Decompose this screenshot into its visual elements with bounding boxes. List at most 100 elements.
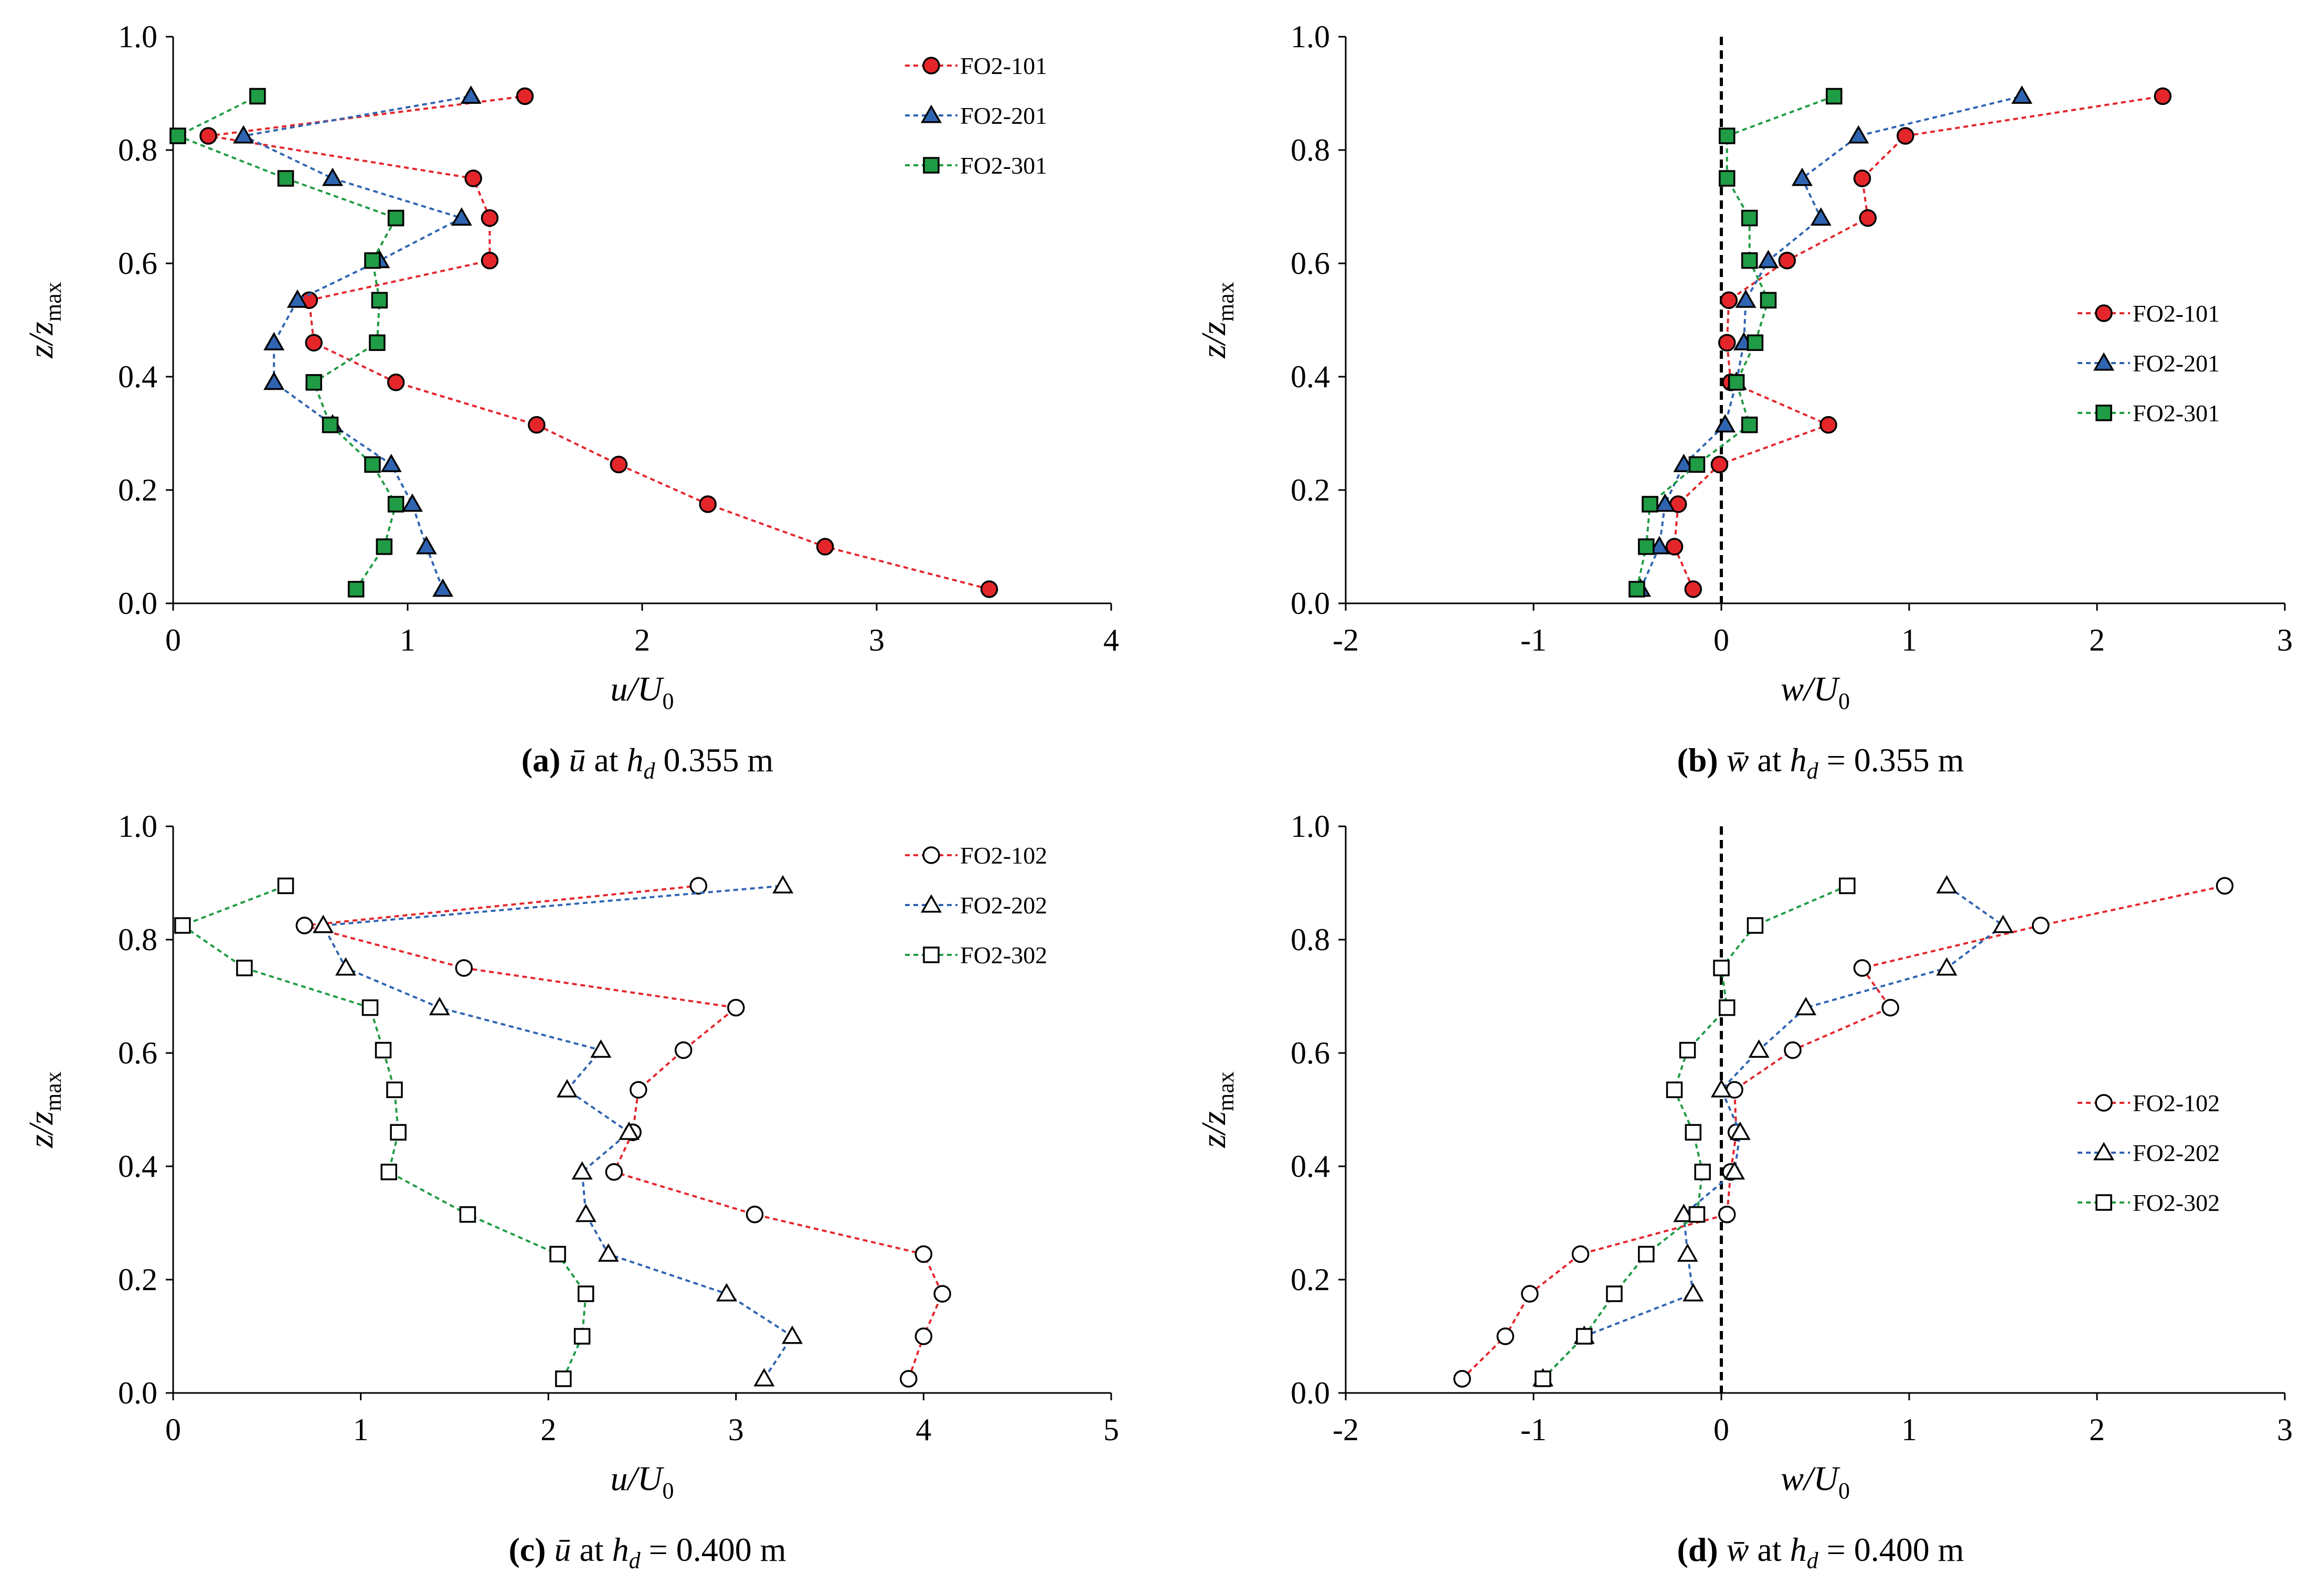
x-axis-label: u/U0 [611, 670, 674, 714]
data-point-FO2-302 [1685, 1124, 1702, 1141]
y-tick-label: 0.8 [118, 922, 157, 957]
caption-sub: d [644, 758, 656, 784]
data-point-FO2-101 [464, 169, 482, 187]
data-point-FO2-301 [371, 292, 388, 308]
data-point-FO2-301 [249, 88, 266, 105]
series-line-FO2-202 [1542, 885, 2005, 1380]
legend-marker-FO2-202 [2093, 1142, 2115, 1161]
data-point-FO2-202 [1729, 1121, 1751, 1140]
y-tick-label: 1.0 [1291, 809, 1330, 844]
y-axis-label-sub: max [1213, 282, 1239, 322]
caption-sub: d [1807, 758, 1819, 784]
data-point-FO2-102 [746, 1206, 764, 1223]
series-FO2-101 [199, 87, 998, 598]
data-point-FO2-302 [1839, 877, 1856, 895]
data-point-FO2-102 [727, 998, 745, 1017]
data-point-FO2-102 [630, 1081, 647, 1099]
data-point-FO2-301 [364, 252, 381, 269]
data-point-FO2-301 [1747, 334, 1764, 351]
data-point-FO2-302 [1718, 999, 1736, 1016]
legend-marker-FO2-302 [2095, 1194, 2112, 1211]
series-FO2-302 [174, 877, 594, 1387]
data-point-FO2-101 [1778, 251, 1796, 270]
legend-marker-FO2-301 [923, 157, 940, 174]
y-axis-label: z/zmax [22, 1071, 66, 1148]
data-point-FO2-101 [528, 416, 546, 434]
legend: FO2-101 FO2-201 FO2-301 [2078, 300, 2220, 427]
data-point-FO2-102 [1521, 1285, 1539, 1303]
data-point-FO2-301 [376, 538, 393, 555]
x-axis-label: w/U0 [1781, 1460, 1850, 1504]
caption-label: (d) [1677, 1531, 1718, 1568]
y-tick-label: 0.6 [1291, 246, 1330, 281]
data-point-FO2-302 [1535, 1370, 1551, 1387]
x-tick-label: 0 [1713, 623, 1729, 657]
series-FO2-102 [1453, 877, 2234, 1388]
caption-var: h [612, 1531, 629, 1568]
data-point-FO2-302 [1638, 1246, 1655, 1263]
data-point-FO2-302 [577, 1285, 594, 1302]
data-point-FO2-102 [1881, 998, 1899, 1017]
panel-caption: (b) w̄ at hd = 0.355 m [1677, 741, 1964, 784]
data-point-FO2-301 [1718, 170, 1736, 187]
data-point-FO2-201 [1758, 250, 1779, 269]
caption-var: h [627, 741, 644, 779]
series-FO2-201 [233, 85, 482, 597]
data-point-FO2-302 [1713, 960, 1730, 976]
data-point-FO2-302 [1576, 1328, 1593, 1345]
data-point-FO2-101 [481, 209, 499, 227]
data-point-FO2-202 [716, 1283, 737, 1302]
data-point-FO2-202 [598, 1243, 619, 1262]
data-point-FO2-101 [305, 334, 323, 352]
x-axis-label-sub: 0 [663, 688, 674, 714]
y-axis-label-sub: max [40, 282, 66, 322]
data-point-FO2-202 [618, 1121, 640, 1140]
data-point-FO2-201 [1810, 207, 1832, 226]
data-point-FO2-101 [516, 87, 534, 105]
data-point-FO2-301 [277, 170, 294, 187]
caption-at: at [1749, 1531, 1790, 1568]
data-point-FO2-101 [199, 127, 217, 145]
y-axis-label: z/zmax [1195, 1071, 1239, 1148]
data-point-FO2-301 [1642, 496, 1658, 513]
y-axis-label-sub: max [40, 1071, 66, 1111]
y-tick-label: 1.0 [118, 19, 157, 54]
x-tick-label: 2 [540, 1412, 556, 1447]
legend-marker-FO2-102 [2095, 1094, 2113, 1112]
data-point-FO2-102 [605, 1163, 623, 1181]
panel-caption: (a) ū at hd 0.355 m [521, 741, 774, 784]
caption-label: (b) [1677, 741, 1718, 779]
data-point-FO2-101 [610, 455, 628, 474]
x-axis-label-main: u/U [611, 670, 665, 708]
data-point-FO2-301 [1826, 88, 1843, 105]
data-point-FO2-202 [1795, 997, 1817, 1016]
caption-label: (a) [521, 741, 561, 779]
data-point-FO2-301 [387, 209, 404, 227]
data-point-FO2-102 [455, 959, 473, 977]
series-FO2-202 [313, 875, 803, 1387]
caption-var: h [1790, 1531, 1807, 1568]
data-point-FO2-301 [305, 374, 322, 391]
legend-label-FO2-101: FO2-101 [960, 52, 1047, 79]
x-tick-label: 1 [1901, 1412, 1917, 1447]
data-point-FO2-101 [1665, 538, 1684, 556]
data-point-FO2-301 [1728, 374, 1745, 391]
x-tick-label: 2 [2089, 623, 2105, 657]
data-point-FO2-301 [322, 417, 339, 433]
data-point-FO2-102 [1571, 1245, 1590, 1263]
data-point-FO2-202 [1724, 1161, 1745, 1180]
legend-label-FO2-201: FO2-201 [2133, 350, 2220, 377]
data-point-FO2-302 [1747, 917, 1764, 934]
data-point-FO2-201 [233, 125, 254, 144]
chart-panel-c: 0.00.20.40.60.81.00 1 2 3 4 5u/U0z/zmaxFO2-10… [22, 809, 1119, 1573]
caption-var: h [1790, 741, 1807, 779]
data-point-FO2-101 [2154, 87, 2172, 105]
series-line-FO2-101 [208, 95, 990, 590]
data-point-FO2-102 [914, 1327, 933, 1345]
panel-caption: (c) ū at hd = 0.400 m [508, 1531, 786, 1573]
legend-label-FO2-201: FO2-201 [960, 102, 1047, 129]
data-point-FO2-302 [361, 999, 379, 1016]
caption-value: 0.355 m [655, 741, 774, 779]
data-point-FO2-302 [375, 1041, 392, 1059]
